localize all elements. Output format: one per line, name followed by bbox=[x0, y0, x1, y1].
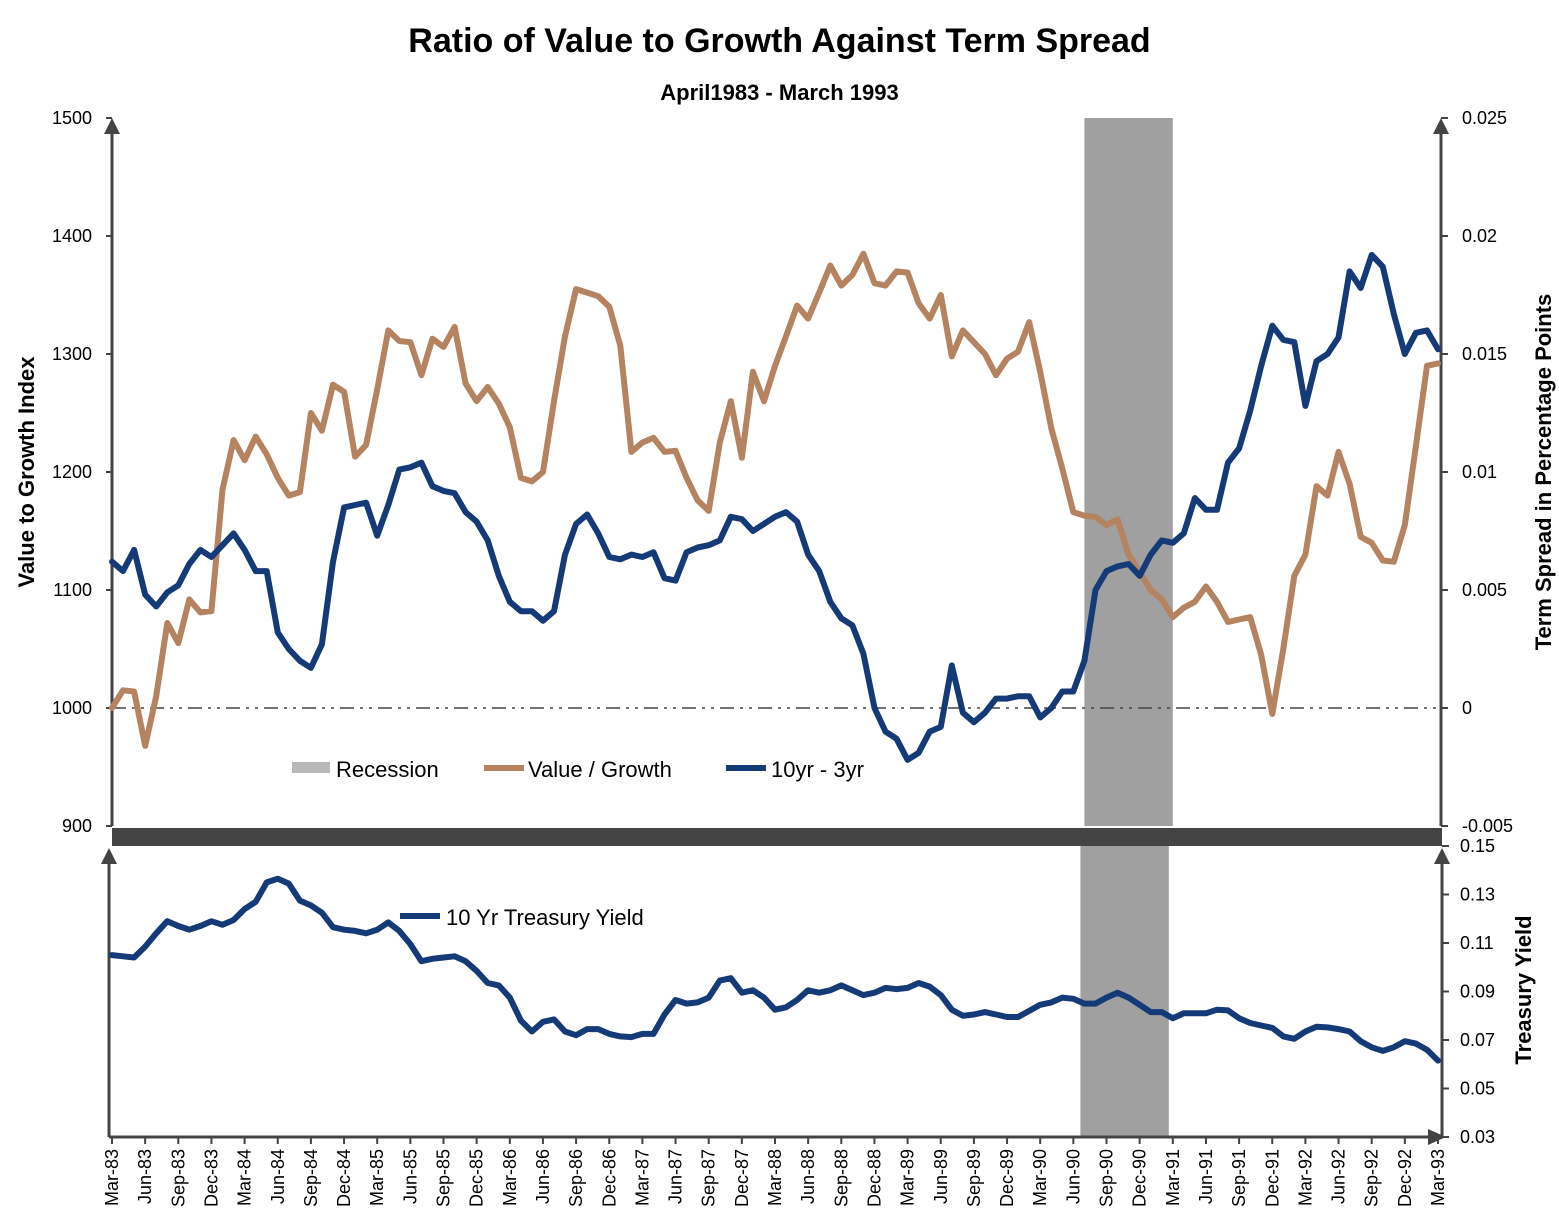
panel-separator-bar bbox=[112, 828, 1442, 846]
x-tick-label: Dec-90 bbox=[1130, 1149, 1150, 1207]
x-tick-label: Mar-88 bbox=[765, 1149, 785, 1206]
series-line-term-spread bbox=[109, 251, 1441, 763]
top-legend: Recession Value / Growth 10yr - 3yr bbox=[292, 757, 864, 782]
x-tick-label: Sep-83 bbox=[168, 1149, 188, 1207]
x-tick-label: Dec-83 bbox=[201, 1149, 221, 1207]
x-tick-label: Jun-83 bbox=[135, 1149, 155, 1204]
x-tick-label: Mar-91 bbox=[1163, 1149, 1183, 1206]
legend-label-recession: Recession bbox=[336, 757, 439, 782]
x-tick-label: Mar-83 bbox=[102, 1149, 122, 1206]
treasury-axis-arrow bbox=[1434, 848, 1450, 864]
x-tick-label: Jun-88 bbox=[798, 1149, 818, 1204]
bottom-legend: 10 Yr Treasury Yield bbox=[400, 905, 644, 930]
x-tick-label: Sep-87 bbox=[699, 1149, 719, 1207]
series-line-treasury-yield bbox=[109, 875, 1441, 1064]
x-tick-label: Jun-90 bbox=[1063, 1149, 1083, 1204]
treasury-axis-title: Treasury Yield bbox=[1511, 915, 1536, 1064]
x-tick-label: Mar-86 bbox=[500, 1149, 520, 1206]
x-tick-label: Mar-85 bbox=[367, 1149, 387, 1206]
x-tick-label: Jun-92 bbox=[1329, 1149, 1349, 1204]
x-tick-label: Mar-92 bbox=[1295, 1149, 1315, 1206]
x-tick-label: Jun-91 bbox=[1196, 1149, 1216, 1204]
right-tick-label: 0.02 bbox=[1462, 226, 1497, 246]
left-axis-title: Value to Growth Index bbox=[14, 356, 39, 588]
x-tick-label: Mar-90 bbox=[1030, 1149, 1050, 1206]
x-tick-label: Jun-85 bbox=[400, 1149, 420, 1204]
treasury-tick-label: 0.05 bbox=[1460, 1079, 1495, 1099]
legend-label-term-spread: 10yr - 3yr bbox=[771, 757, 864, 782]
x-tick-label: Dec-86 bbox=[599, 1149, 619, 1207]
bottom-left-axis-arrow bbox=[101, 848, 117, 864]
x-tick-label: Dec-84 bbox=[334, 1149, 354, 1207]
x-tick-label: Jun-89 bbox=[931, 1149, 951, 1204]
x-tick-label: Dec-91 bbox=[1262, 1149, 1282, 1207]
left-tick-label: 900 bbox=[62, 816, 92, 836]
x-tick-label: Sep-89 bbox=[964, 1149, 984, 1207]
x-tick-label: Mar-87 bbox=[632, 1149, 652, 1206]
right-axis-title: Term Spread in Percentage Points bbox=[1531, 294, 1556, 651]
x-tick-label: Mar-93 bbox=[1428, 1149, 1448, 1206]
x-tick-label: Mar-84 bbox=[235, 1149, 255, 1206]
left-axis-tick-labels: 900 1000 1100 1200 1300 1400 1500 bbox=[52, 108, 112, 836]
right-tick-label: -0.005 bbox=[1462, 816, 1513, 836]
x-tick-label: Dec-87 bbox=[732, 1149, 752, 1207]
chart-title: Ratio of Value to Growth Against Term Sp… bbox=[408, 22, 1151, 60]
recession-band-top bbox=[1084, 118, 1173, 826]
right-tick-label: 0.015 bbox=[1462, 344, 1507, 364]
right-tick-label: 0.01 bbox=[1462, 462, 1497, 482]
right-tick-label: 0 bbox=[1462, 698, 1472, 718]
right-tick-label: 0.005 bbox=[1462, 580, 1507, 600]
x-tick-label: Jun-84 bbox=[268, 1149, 288, 1204]
chart-subtitle: April1983 - March 1993 bbox=[660, 80, 899, 105]
treasury-tick-label: 0.15 bbox=[1460, 836, 1495, 856]
x-tick-label: Sep-84 bbox=[301, 1149, 321, 1207]
right-tick-label: 0.025 bbox=[1462, 108, 1507, 128]
x-tick-label: Sep-91 bbox=[1229, 1149, 1249, 1207]
treasury-tick-label: 0.11 bbox=[1460, 933, 1494, 953]
legend-label-treasury: 10 Yr Treasury Yield bbox=[446, 905, 644, 930]
right-axis-tick-labels: -0.005 0 0.005 0.01 0.015 0.02 0.025 bbox=[1441, 108, 1513, 836]
x-tick-label: Mar-89 bbox=[898, 1149, 918, 1206]
right-axis-arrow bbox=[1433, 118, 1449, 134]
left-tick-label: 1500 bbox=[52, 108, 92, 128]
x-axis-tick-labels: Mar-83 Jun-83 Sep-83 Dec-83 Mar-84 Jun-84 Sep-… bbox=[102, 1137, 1448, 1207]
left-tick-label: 1300 bbox=[52, 344, 92, 364]
axes bbox=[101, 118, 1450, 1145]
x-tick-label: Sep-92 bbox=[1362, 1149, 1382, 1207]
treasury-tick-label: 0.09 bbox=[1460, 982, 1495, 1002]
left-tick-label: 1200 bbox=[52, 462, 92, 482]
treasury-axis-tick-labels: 0.03 0.05 0.07 0.09 0.11 0.13 0.15 bbox=[1442, 836, 1495, 1147]
x-tick-label: Sep-90 bbox=[1097, 1149, 1117, 1207]
x-tick-label: Sep-88 bbox=[831, 1149, 851, 1207]
x-tick-label: Dec-89 bbox=[997, 1149, 1017, 1207]
x-tick-label: Jun-86 bbox=[533, 1149, 553, 1204]
left-tick-label: 1000 bbox=[52, 698, 92, 718]
x-tick-label: Sep-86 bbox=[566, 1149, 586, 1207]
x-tick-label: Dec-92 bbox=[1395, 1149, 1415, 1207]
x-tick-label: Jun-87 bbox=[666, 1149, 686, 1204]
left-tick-label: 1400 bbox=[52, 226, 92, 246]
left-tick-label: 1100 bbox=[53, 580, 92, 600]
x-tick-label: Dec-85 bbox=[467, 1149, 487, 1207]
legend-swatch-recession bbox=[292, 762, 330, 773]
legend-label-value-growth: Value / Growth bbox=[528, 757, 672, 782]
treasury-tick-label: 0.03 bbox=[1460, 1127, 1495, 1147]
series-line-value-growth bbox=[109, 250, 1441, 749]
x-tick-label: Dec-88 bbox=[864, 1149, 884, 1207]
treasury-tick-label: 0.07 bbox=[1460, 1030, 1495, 1050]
x-tick-label: Sep-85 bbox=[434, 1149, 454, 1207]
left-axis-arrow bbox=[104, 118, 120, 134]
recession-band-bottom bbox=[1080, 846, 1169, 1137]
treasury-tick-label: 0.13 bbox=[1460, 885, 1495, 905]
